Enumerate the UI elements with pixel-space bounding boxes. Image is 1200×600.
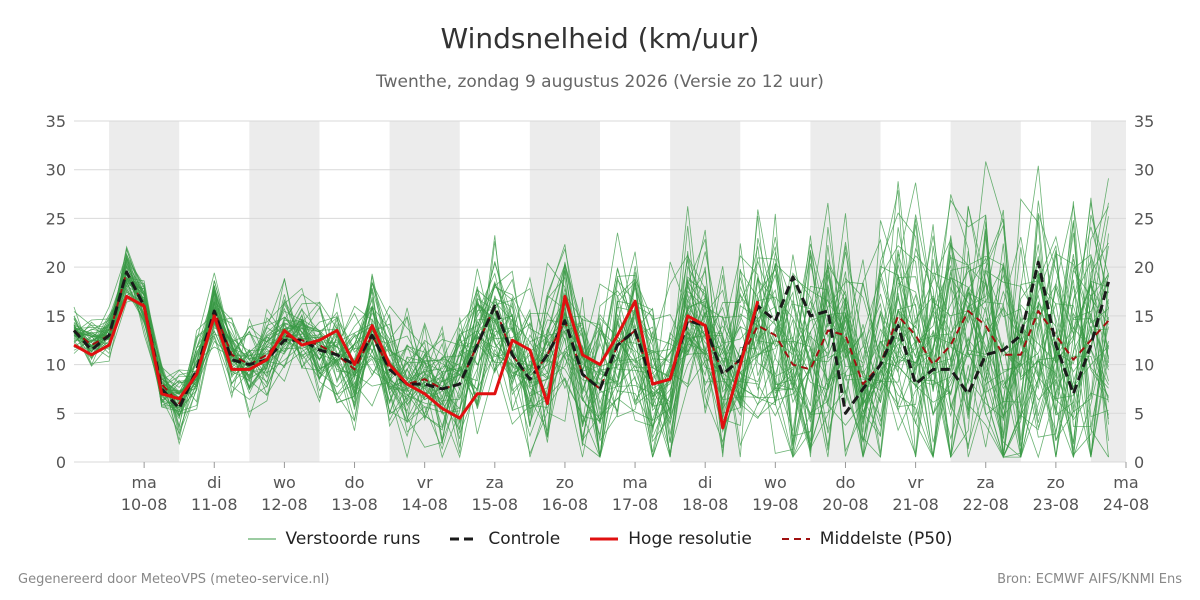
legend: Verstoorde runs Controle Hoge resolutie …: [0, 529, 1200, 549]
median-line: [73, 271, 1110, 405]
x-tick-date: 18-08: [682, 495, 729, 514]
perturbed-run-line: [73, 206, 1109, 458]
legend-label-control: Controle: [488, 529, 561, 549]
perturbed-run-line: [73, 181, 1109, 459]
legend-label-median: Middelste (P50): [819, 529, 953, 549]
x-tick-date: 12-08: [261, 495, 308, 514]
x-tick-date: 16-08: [542, 495, 589, 514]
x-tick-date: 14-08: [401, 495, 448, 514]
perturbed-run-line: [73, 236, 1109, 459]
legend-label-perturbed: Verstoorde runs: [285, 529, 421, 549]
legend-item-control: Controle: [450, 529, 560, 549]
y-tick-label: 35: [46, 112, 66, 131]
shaded-day-band: [249, 121, 320, 462]
x-tick-day: do: [345, 473, 365, 492]
x-tick-date: 10-08: [121, 495, 168, 514]
x-tick-day: vr: [417, 473, 433, 492]
x-tick-day: wo: [764, 473, 787, 492]
x-tick-day: di: [698, 473, 713, 492]
highres-line: [73, 294, 760, 430]
chart-title: Windsnelheid (km/uur): [440, 22, 760, 55]
y-tick-label: 20: [46, 258, 66, 277]
x-tick-day: do: [835, 473, 855, 492]
x-tick-date: 15-08: [472, 495, 519, 514]
x-tick-day: ma: [131, 473, 156, 492]
y-tick-label: 25: [1134, 209, 1154, 228]
y-axis-left: 0 5 10 15 20 25 30 35: [46, 112, 66, 472]
y-tick-label: 35: [1134, 112, 1154, 131]
y-tick-label: 5: [1134, 404, 1144, 423]
y-tick-label: 0: [56, 453, 66, 472]
chart-subtitle: Twenthe, zondag 9 augustus 2026 (Versie …: [376, 72, 824, 92]
y-tick-label: 5: [56, 404, 66, 423]
x-tick-date: 23-08: [1033, 495, 1080, 514]
x-tick-day: di: [207, 473, 222, 492]
x-tick-day: zo: [556, 473, 574, 492]
x-axis: ma 10-08 di 11-08 wo 12-08 do 13-08 vr 14-08 za 15-…: [121, 462, 1149, 514]
perturbed-run-line: [73, 194, 1109, 458]
x-tick-day: za: [486, 473, 504, 492]
legend-swatch-perturbed: [247, 538, 276, 540]
x-tick-day: ma: [1113, 473, 1138, 492]
control-line: [72, 260, 1110, 415]
legend-swatch-highres: [590, 537, 619, 541]
perturbed-run-line: [73, 161, 1109, 458]
x-tick-day: zo: [1047, 473, 1065, 492]
y-tick-label: 15: [46, 307, 66, 326]
footer-credit: Gegenereerd door MeteoVPS (meteo-service…: [18, 572, 330, 587]
y-tick-label: 30: [1134, 161, 1154, 180]
legend-label-highres: Hoge resolutie: [628, 529, 752, 549]
perturbed-run-line: [73, 226, 1109, 458]
x-tick-date: 24-08: [1103, 495, 1150, 514]
x-tick-day: wo: [273, 473, 296, 492]
perturbed-run-line: [73, 182, 1109, 458]
x-tick-date: 13-08: [331, 495, 378, 514]
perturbed-run-line: [73, 235, 1109, 458]
legend-item-perturbed: Verstoorde runs: [247, 529, 421, 549]
legend-swatch-median: [781, 538, 810, 540]
y-tick-label: 10: [46, 356, 66, 375]
perturbed-run-line: [73, 225, 1109, 458]
x-tick-date: 19-08: [752, 495, 799, 514]
x-tick-day: vr: [908, 473, 924, 492]
x-tick-date: 20-08: [822, 495, 869, 514]
x-tick-day: za: [977, 473, 995, 492]
footer-source: Bron: ECMWF AIFS/KNMI Ens: [997, 572, 1182, 587]
y-tick-label: 20: [1134, 258, 1154, 277]
perturbed-run-line: [73, 205, 1109, 458]
y-tick-label: 0: [1134, 453, 1144, 472]
y-tick-label: 10: [1134, 356, 1154, 375]
x-tick-date: 11-08: [191, 495, 238, 514]
y-tick-label: 25: [46, 209, 66, 228]
x-tick-date: 22-08: [962, 495, 1009, 514]
legend-item-median: Middelste (P50): [781, 529, 953, 549]
y-axis-right: 0 5 10 15 20 25 30 35: [1134, 112, 1154, 472]
y-tick-label: 30: [46, 161, 66, 180]
legend-swatch-control: [450, 537, 479, 541]
x-tick-day: ma: [622, 473, 647, 492]
x-tick-date: 17-08: [612, 495, 659, 514]
x-tick-date: 21-08: [892, 495, 939, 514]
legend-item-highres: Hoge resolutie: [590, 529, 752, 549]
y-tick-label: 15: [1134, 307, 1154, 326]
main-series: [72, 260, 1110, 430]
